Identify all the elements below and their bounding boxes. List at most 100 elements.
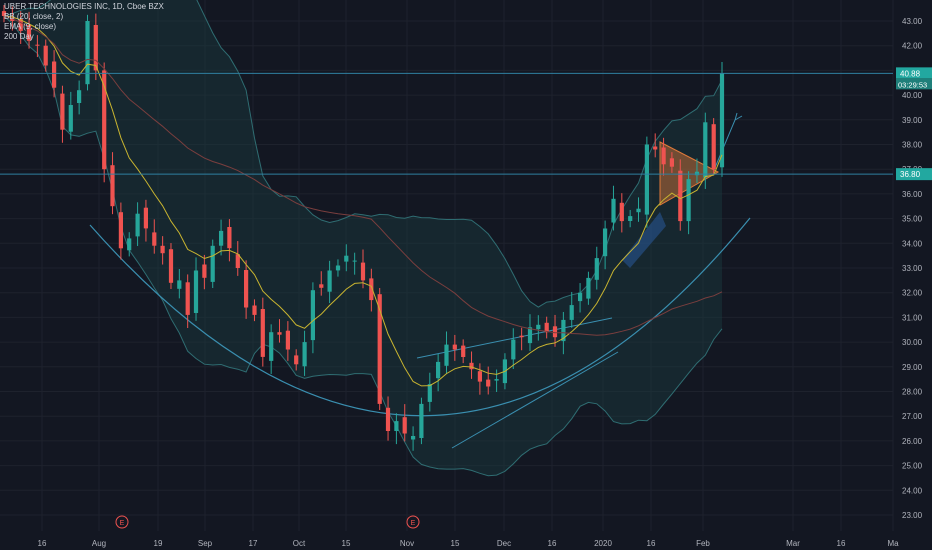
candle-body: [285, 330, 290, 350]
x-tick-label: Oct: [293, 539, 306, 548]
y-tick-label: 32.00: [902, 289, 923, 298]
candle-body: [561, 319, 566, 342]
price-badges: 40.88 03:29:53 36.80: [896, 67, 932, 181]
candle-body: [177, 280, 182, 289]
candle-body: [377, 294, 382, 404]
sma-200-line: [3, 15, 723, 336]
candle-body: [227, 227, 232, 249]
level-text: 36.80: [900, 170, 921, 179]
x-tick-label: 16: [837, 539, 846, 548]
ema-line: [3, 15, 723, 387]
candle-body: [527, 327, 533, 344]
candle-body: [352, 260, 357, 262]
level-badge: [896, 168, 932, 181]
x-tick-label: 2020: [594, 539, 612, 548]
candle-body: [544, 322, 549, 333]
chart-legend: UBER TECHNOLOGIES INC, 1D, Cboe BZX BB (…: [4, 2, 164, 42]
candle-body: [578, 292, 583, 302]
candle-body: [444, 344, 449, 366]
horizontal-lines: [0, 72, 893, 175]
y-tick-label: 31.00: [902, 313, 923, 322]
y-tick-label: 40.00: [902, 91, 923, 100]
y-tick-label: 39.00: [902, 116, 923, 125]
earnings-marker-label: E: [411, 520, 416, 527]
candle-body: [235, 254, 240, 268]
candle-body: [110, 165, 115, 207]
projection-arrow: [713, 119, 736, 171]
y-tick-label: 30.00: [902, 338, 923, 347]
y-tick-label: 27.00: [902, 412, 923, 421]
y-tick-label: 33.00: [902, 264, 923, 273]
candle-body: [694, 171, 700, 176]
moving-averages: [3, 15, 723, 387]
earnings-marker: [115, 515, 129, 529]
y-tick-label: 24.00: [902, 486, 923, 495]
x-tick-label: 16: [647, 539, 656, 548]
candle-body: [519, 335, 524, 338]
last-price-text: 40.88: [900, 69, 921, 78]
bb-fill: [4, 0, 722, 476]
candle-body: [35, 44, 40, 46]
candle-body: [135, 213, 140, 237]
x-tick-label: Aug: [92, 539, 106, 548]
candle-body: [10, 18, 15, 21]
candle-body: [586, 277, 591, 299]
x-tick-label: Feb: [696, 539, 710, 548]
x-tick-label: 16: [38, 539, 47, 548]
candle-body: [160, 245, 165, 254]
candle-body: [594, 258, 599, 280]
candle-body: [461, 345, 466, 357]
candle-body: [369, 278, 374, 301]
candle-body: [85, 21, 90, 85]
candle-body: [603, 228, 608, 257]
legend-sma: 200 Day: [4, 32, 34, 41]
candle-body: [385, 407, 391, 431]
x-tick-label: 16: [548, 539, 557, 548]
candle-body: [669, 158, 674, 167]
candle-body: [152, 232, 157, 246]
candle-body: [52, 61, 57, 88]
y-tick-label: 43.00: [902, 17, 923, 26]
flag-pattern: [622, 212, 666, 268]
x-tick-label: Mar: [786, 539, 800, 548]
candle-body: [277, 332, 282, 335]
candle-body: [511, 339, 516, 360]
candle-body: [118, 212, 123, 249]
candle-body: [102, 70, 107, 170]
candle-body: [93, 25, 98, 71]
y-tick-label: 42.00: [902, 42, 923, 51]
x-tick-label: Sep: [198, 539, 213, 548]
candle-body: [477, 371, 482, 382]
candle-body: [143, 207, 148, 229]
x-tick-label: Ma: [887, 539, 899, 548]
candle-body: [411, 436, 416, 440]
x-tick-label: 15: [451, 539, 460, 548]
candle-body: [686, 179, 691, 222]
candle-body: [202, 264, 207, 278]
candle-body: [419, 403, 424, 438]
x-tick-label: Dec: [497, 539, 511, 548]
bb-upper: [3, 0, 723, 308]
candle-body: [77, 90, 82, 103]
candle-body: [302, 342, 307, 367]
x-tick-label: 19: [154, 539, 163, 548]
candle-body: [252, 305, 257, 315]
bollinger-bands: [3, 0, 723, 477]
candle-body: [26, 25, 32, 41]
legend-symbol: UBER TECHNOLOGIES INC, 1D, Cboe BZX: [4, 2, 164, 11]
legend-bb: BB (20, close, 2): [4, 12, 64, 21]
y-tick-label: 28.00: [902, 388, 923, 397]
candle-body: [678, 170, 683, 222]
candle-body: [168, 249, 174, 283]
candle-body: [43, 45, 48, 66]
arrow-head: [734, 112, 743, 121]
candle-body: [310, 290, 315, 341]
candle-body: [394, 421, 399, 431]
candle-body: [294, 355, 299, 365]
candle-body: [644, 144, 649, 215]
candle-body: [661, 147, 666, 165]
countdown-text: 03:29:53: [898, 80, 927, 89]
price-axis: 23.00 24.00 25.00 26.00 27.00 28.00 29.00 30.00…: [902, 17, 923, 520]
candle-body: [68, 105, 73, 132]
